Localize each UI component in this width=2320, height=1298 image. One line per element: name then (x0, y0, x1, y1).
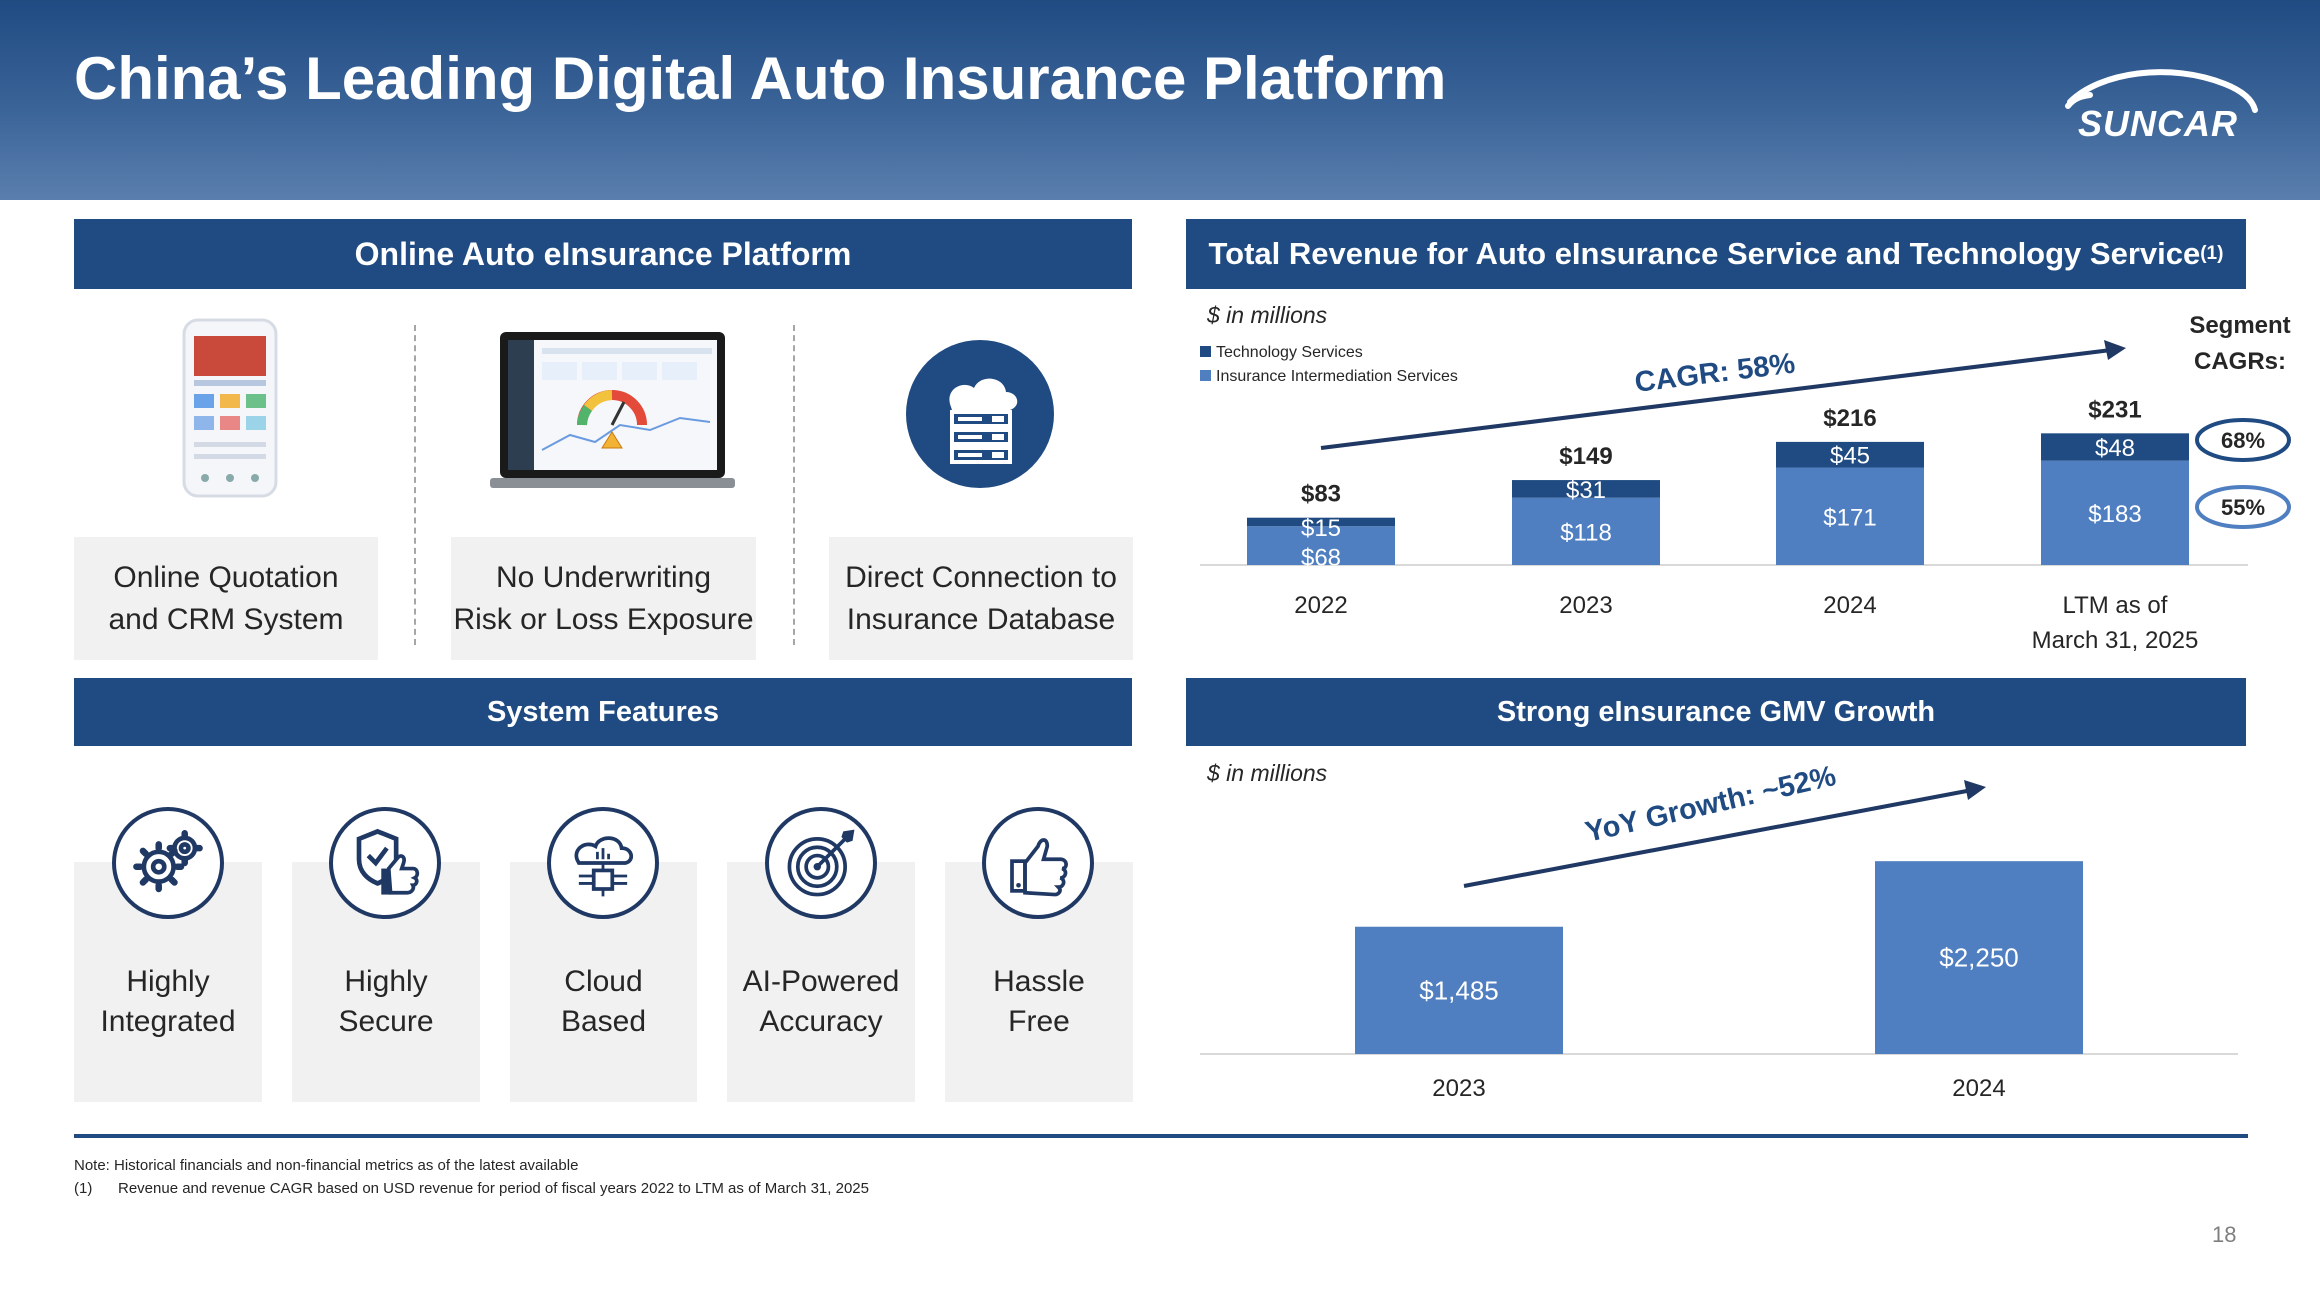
data-label: $1,485 (1419, 975, 1499, 1005)
divider (793, 325, 795, 645)
tick-label: 2024 (1823, 592, 1876, 619)
cloud-server-icon (906, 340, 1054, 488)
bar-technology-services (1776, 441, 1924, 468)
legend-item: Technology Services (1200, 344, 1363, 361)
total-label: $149 (1559, 443, 1612, 470)
platform-item-label: Direct Connection to Insurance Database (845, 560, 1117, 636)
tick-label: 2022 (1294, 592, 1347, 619)
platform-item: Online Quotation and CRM System (74, 537, 378, 660)
data-label: $31 (1566, 477, 1606, 504)
footnote-text: Revenue and revenue CAGR based on USD re… (118, 1180, 869, 1197)
growth-label: YoY Growth: ~52% (1582, 760, 1839, 849)
laptop-dashboard-icon (490, 332, 735, 488)
revenue-header: Total Revenue for Auto eInsurance Servic… (1186, 219, 2246, 289)
tick-label: LTM as of (2063, 592, 2168, 619)
page-number: 18 (2212, 1222, 2237, 1247)
platform-item-label: Online Quotation and CRM System (108, 560, 344, 636)
data-label: $171 (1823, 504, 1876, 531)
revenue-chart: Technology Services Insurance Intermediat… (1200, 340, 2291, 654)
growth-arrow (1463, 788, 1973, 888)
total-label: $231 (2088, 396, 2141, 423)
legend-label: Insurance Intermediation Services (1216, 368, 1458, 385)
badge-outline (2195, 418, 2291, 462)
bar-gmv (1875, 861, 2083, 1054)
tick-label: 2024 (1952, 1075, 2005, 1102)
feature-label: AI-Powered Accuracy (742, 965, 900, 1038)
platform-item-label: No Underwriting Risk or Loss Exposure (453, 560, 754, 636)
total-label: $83 (1301, 481, 1341, 508)
cloud-chip-icon (547, 807, 659, 919)
data-label: $68 (1301, 545, 1341, 572)
gmv-chart: $1,485 2023 $2,250 2024 YoY Growth: ~52% (1200, 760, 2238, 1102)
tick-label: March 31, 2025 (2032, 627, 2199, 654)
bar-insurance-intermediation (1776, 467, 1924, 565)
revenue-units: $ in millions (1207, 302, 1328, 328)
page-title: China’s Leading Digital Auto Insurance P… (74, 45, 1447, 112)
tick-label: 2023 (1559, 592, 1612, 619)
bar-technology-services (2041, 433, 2189, 461)
segment-cagr-value: 55% (2221, 495, 2265, 520)
feature-label: Cloud Based (560, 965, 647, 1038)
bar-technology-services (1512, 480, 1660, 498)
car-logo-icon (2065, 69, 2258, 113)
gears-icon (112, 807, 224, 919)
segment-cagr-badge: 68% (2195, 418, 2291, 462)
legend-swatch (1200, 370, 1211, 381)
bar-insurance-intermediation (2041, 460, 2189, 565)
data-label: $15 (1301, 515, 1341, 542)
bar-technology-services (1247, 517, 1395, 527)
shield-thumbs-up-icon (329, 807, 441, 919)
phone-app-icon (182, 318, 278, 498)
data-label: $45 (1830, 443, 1870, 470)
platform-item: Direct Connection to Insurance Database (829, 537, 1133, 660)
data-label: $2,250 (1939, 943, 2019, 973)
divider (414, 325, 416, 645)
data-label: $183 (2088, 501, 2141, 528)
target-icon (765, 807, 877, 919)
segment-cagr-badge: 55% (2195, 485, 2291, 529)
gmv-units: $ in millions (1207, 760, 1328, 786)
arrow-head (2104, 340, 2126, 360)
logo-text: SUNCAR (2078, 103, 2239, 144)
total-label: $216 (1823, 405, 1876, 432)
platform-header: Online Auto eInsurance Platform (74, 219, 1132, 289)
slide-header (0, 0, 2320, 200)
feature-label: Highly Secure (338, 965, 434, 1038)
thumbs-up-icon (982, 807, 1094, 919)
feature-label: Hassle Free (993, 965, 1085, 1038)
cagr-arrow (1320, 348, 2112, 450)
bar-gmv (1355, 926, 1563, 1054)
tick-label: 2023 (1432, 1075, 1485, 1102)
footnote-marker: (1) (74, 1180, 93, 1197)
data-label: $118 (1560, 519, 1612, 546)
footnote-note: Note: Historical financials and non-fina… (74, 1157, 579, 1174)
legend-label: Technology Services (1216, 344, 1363, 361)
bar-insurance-intermediation (1247, 526, 1395, 565)
segment-cagrs-title: Segment CAGRs: (2189, 312, 2291, 375)
feature-label: Highly Integrated (100, 965, 236, 1038)
legend-item: Insurance Intermediation Services (1200, 368, 1458, 385)
gmv-header: Strong eInsurance GMV Growth (1186, 678, 2246, 746)
legend-swatch (1200, 346, 1211, 357)
bar-insurance-intermediation (1512, 497, 1660, 565)
badge-outline (2195, 485, 2291, 529)
arrow-head (1964, 780, 1986, 800)
segment-cagr-value: 68% (2221, 428, 2265, 453)
features-header: System Features (74, 678, 1132, 746)
data-label: $48 (2095, 435, 2135, 462)
platform-item: No Underwriting Risk or Loss Exposure (451, 537, 756, 660)
footnote-marker: (1) (2200, 243, 2224, 264)
revenue-header-text: Total Revenue for Auto eInsurance Servic… (1208, 236, 2201, 271)
footer-rule (74, 1134, 2248, 1138)
